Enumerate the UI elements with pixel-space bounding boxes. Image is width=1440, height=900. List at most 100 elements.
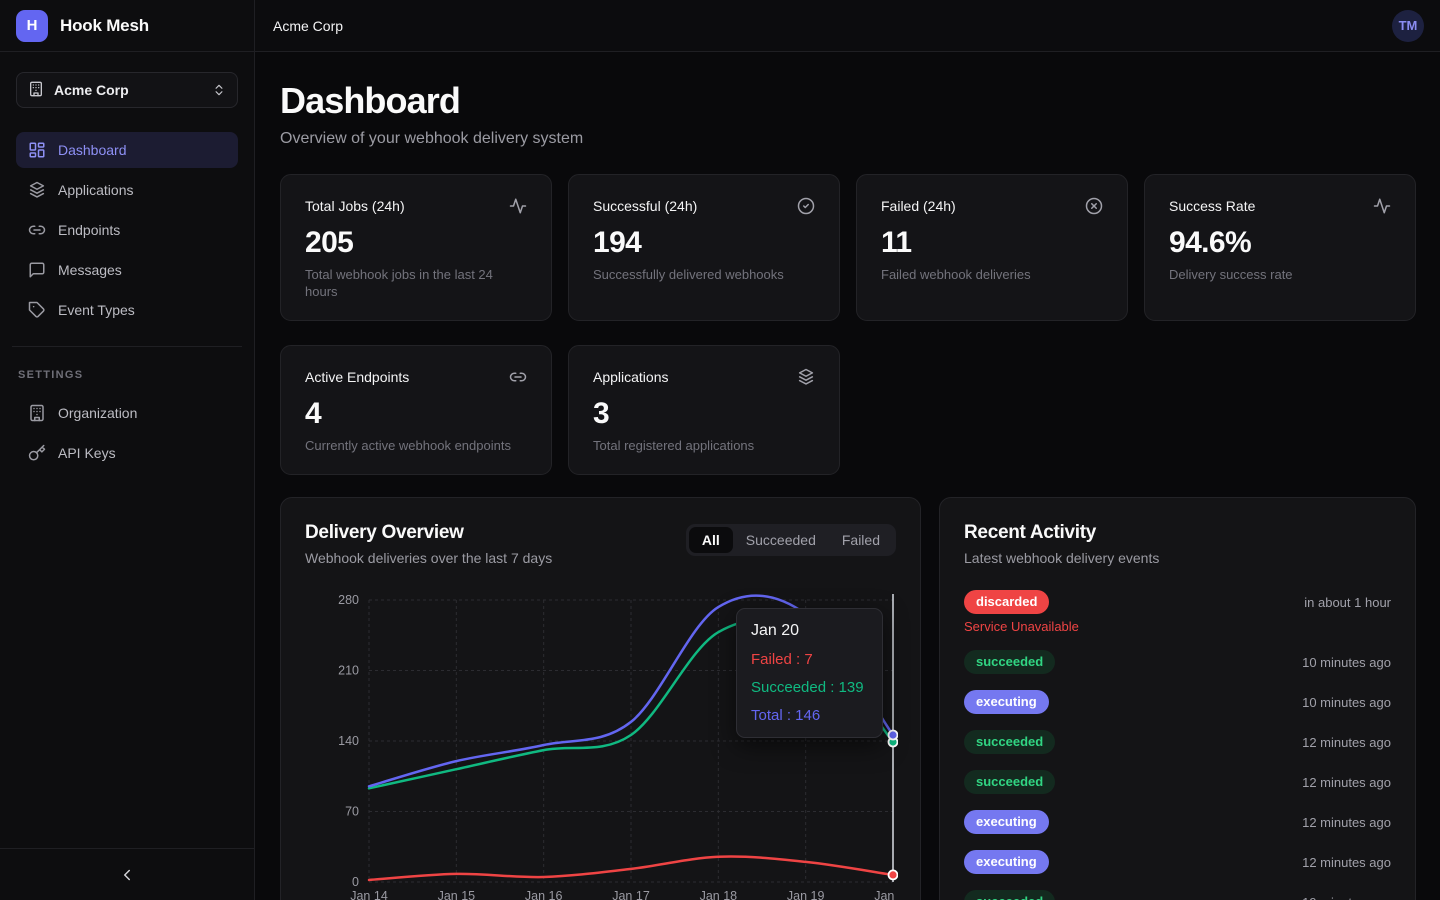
svg-text:210: 210: [338, 664, 359, 678]
avatar[interactable]: TM: [1392, 9, 1424, 42]
tag-icon: [28, 301, 45, 318]
stat-description: Failed webhook deliveries: [881, 267, 1031, 282]
chart-tooltip: Jan 20 Failed : 7 Succeeded : 139 Total : 1…: [736, 608, 883, 739]
svg-text:140: 140: [338, 734, 359, 748]
stat-value: 11: [881, 226, 912, 259]
svg-text:Jan 19: Jan 19: [787, 889, 825, 900]
svg-text:Jan 20: Jan 20: [874, 889, 898, 900]
chart-svg: 0 70 140 210 280 Jan 14 Jan 15 Jan 16 Jan 17 Jan …: [338, 593, 898, 900]
svg-text:Jan 18: Jan 18: [700, 889, 738, 900]
stat-card-failed-24h: Failed (24h) 11 Failed webhook deliverie…: [856, 174, 1128, 322]
x-circle-icon: [1085, 197, 1103, 215]
stat-label: Applications: [593, 369, 669, 386]
page-subtitle: Overview of your webhook delivery system: [280, 130, 584, 147]
activity-subtitle: Latest webhook delivery events: [964, 550, 1160, 567]
chart-filter-tabs: All Succeeded Failed: [685, 524, 896, 557]
svg-text:Jan 16: Jan 16: [525, 889, 563, 900]
sidebar-item-label: Event Types: [58, 302, 135, 318]
sidebar-nav: Dashboard Applications Endpoints Messages Ev…: [16, 132, 238, 328]
sidebar-item-label: Organization: [58, 405, 138, 421]
avatar-initials: TM: [1398, 18, 1418, 33]
sidebar-item-dashboard[interactable]: Dashboard: [16, 132, 238, 168]
stat-value: 205: [305, 226, 354, 259]
panels-row: Delivery Overview Webhook deliveries ove…: [280, 497, 1416, 900]
tab-succeeded[interactable]: Succeeded: [733, 527, 829, 553]
tooltip-row-succeeded: Succeeded : 139: [751, 679, 864, 697]
status-badge: discarded: [964, 590, 1050, 615]
chevron-left-icon: [124, 869, 130, 880]
chart-panel-subtitle: Webhook deliveries over the last 7 days: [305, 550, 553, 567]
activity-error-text: Service Unavailable: [964, 619, 1079, 635]
brand: H Hook Mesh: [0, 0, 254, 52]
chart-panel-header: Delivery Overview Webhook deliveries ove…: [305, 522, 896, 566]
delivery-overview-panel: Delivery Overview Webhook deliveries ove…: [280, 497, 921, 900]
activity-time: in about 1 hour: [1304, 594, 1391, 610]
tooltip-row-total: Total : 146: [751, 707, 821, 725]
svg-text:Jan 17: Jan 17: [612, 889, 650, 900]
svg-text:70: 70: [345, 805, 359, 819]
page-title: Dashboard: [280, 80, 461, 121]
stat-description: Delivery success rate: [1169, 267, 1293, 282]
org-selector[interactable]: Acme Corp: [16, 72, 238, 108]
activity-item[interactable]: executing 12 minutes ago: [964, 810, 1391, 835]
stat-description: Successfully delivered webhooks: [593, 267, 784, 282]
activity-time: 10 minutes ago: [1302, 654, 1391, 670]
stat-description: Total registered applications: [593, 438, 755, 454]
settings-heading: SETTINGS: [18, 369, 84, 381]
activity-item[interactable]: succeeded 12 minutes ago: [964, 770, 1391, 795]
stat-label: Failed (24h): [881, 198, 956, 214]
activity-time: 19 minutes ago: [1302, 895, 1391, 900]
activity-item[interactable]: executing 12 minutes ago: [964, 850, 1391, 875]
stat-label: Success Rate: [1169, 198, 1256, 214]
activity-item[interactable]: succeeded 19 minutes ago: [964, 890, 1391, 900]
tooltip-title: Jan 20: [751, 622, 800, 640]
sidebar-item-event-types[interactable]: Event Types: [16, 292, 238, 328]
activity-item[interactable]: discarded in about 1 hour: [964, 590, 1391, 615]
brand-logo: H: [16, 9, 48, 42]
brand-name: Hook Mesh: [60, 15, 149, 35]
topbar: Acme Corp TM: [255, 0, 1440, 52]
building-icon: [30, 404, 44, 422]
activity-time: 12 minutes ago: [1302, 734, 1391, 750]
chart-panel-title: Delivery Overview: [305, 522, 464, 544]
sidebar-item-applications[interactable]: Applications: [16, 172, 238, 208]
main-column: Acme Corp TM Dashboard Overview of your …: [255, 0, 1440, 900]
stats-row-2: Active Endpoints 4 Currently active webh…: [280, 345, 1416, 476]
dashboard-icon: [29, 142, 45, 158]
stat-card-successful-24h: Successful (24h) 194 Successfully delive…: [568, 174, 840, 322]
stats-row-1: Total Jobs (24h) 205 Total webhook jobs …: [280, 174, 1416, 322]
active-dot-failed: [887, 869, 898, 881]
activity-time: 12 minutes ago: [1302, 854, 1391, 870]
svg-text:0: 0: [352, 875, 359, 889]
tab-all[interactable]: All: [688, 527, 733, 554]
sidebar: H Hook Mesh Acme Corp Dashboard Applicati…: [0, 0, 255, 900]
sidebar-item-endpoints[interactable]: Endpoints: [16, 212, 238, 248]
activity-item[interactable]: executing 10 minutes ago: [964, 690, 1391, 715]
sidebar-item-api-keys[interactable]: API Keys: [16, 435, 238, 471]
activity-title: Recent Activity: [964, 522, 1097, 544]
stat-label: Successful (24h): [593, 198, 698, 214]
check-circle-icon: [797, 197, 815, 215]
sidebar-item-organization[interactable]: Organization: [16, 395, 238, 431]
activity-item-block: discarded in about 1 hour Service Unavai…: [964, 590, 1391, 634]
activity-item[interactable]: succeeded 12 minutes ago: [964, 730, 1391, 755]
link-icon: [28, 225, 46, 235]
org-selector-label: Acme Corp: [54, 82, 129, 98]
sidebar-item-messages[interactable]: Messages: [16, 252, 238, 288]
chevrons-up-down-icon: [212, 83, 226, 97]
activity-item[interactable]: succeeded 10 minutes ago: [964, 650, 1391, 675]
activity-time: 12 minutes ago: [1302, 774, 1391, 790]
sidebar-item-label: Endpoints: [58, 222, 121, 238]
stat-card-active-endpoints: Active Endpoints 4 Currently active webh…: [280, 345, 552, 476]
stat-label: Total Jobs (24h): [305, 198, 405, 214]
sidebar-divider: [12, 346, 242, 347]
message-icon: [29, 262, 45, 278]
sidebar-item-label: Messages: [58, 262, 122, 278]
sidebar-item-label: Dashboard: [58, 142, 127, 158]
breadcrumb: Acme Corp: [273, 17, 344, 34]
activity-list: discarded in about 1 hour Service Unavai…: [964, 590, 1391, 900]
stat-value: 94.6%: [1169, 226, 1252, 259]
sidebar-collapse-button[interactable]: [0, 848, 254, 900]
tab-failed[interactable]: Failed: [829, 527, 893, 553]
